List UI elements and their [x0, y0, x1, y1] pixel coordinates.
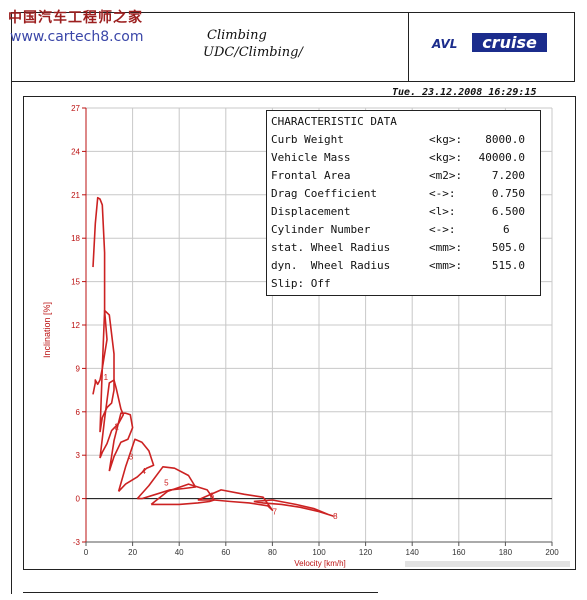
- header-path: UDC/Climbing/: [203, 45, 303, 60]
- series-line-gear-1: [99, 309, 115, 433]
- data-row-value: 8000.0: [485, 133, 525, 146]
- series-line-gear-2: [99, 379, 125, 459]
- data-row-dyn-wheel-radius: dyn. Wheel Radius <mm>: 515.0: [271, 259, 525, 273]
- data-row-label: stat. Wheel Radius: [271, 241, 391, 254]
- data-row-value: 40000.0: [478, 151, 525, 164]
- x-tick-label: 0: [84, 548, 89, 557]
- series-line-gear-8: [253, 499, 334, 517]
- gear-label-6: 6: [210, 492, 215, 501]
- chart-frame: [23, 96, 576, 570]
- data-row-unit: <mm>:: [429, 241, 463, 254]
- gear-label-4: 4: [142, 467, 147, 476]
- data-row-unit: <m2>:: [429, 169, 463, 182]
- header-title: Climbing: [207, 28, 267, 43]
- y-tick-label: 24: [71, 147, 80, 156]
- y-tick-label: 12: [71, 321, 80, 330]
- x-tick-label: 80: [268, 548, 277, 557]
- y-tick-label: 0: [76, 495, 81, 504]
- data-row-label: dyn. Wheel Radius: [271, 259, 391, 272]
- x-tick-label: 20: [128, 548, 137, 557]
- x-tick-label: 120: [359, 548, 373, 557]
- series-line-gear-1: [92, 196, 108, 395]
- x-tick-label: 60: [221, 548, 230, 557]
- series-line-gear-4: [117, 438, 155, 492]
- y-tick-label: 21: [71, 191, 80, 200]
- y-tick-label: 9: [76, 364, 81, 373]
- data-row-cylinder-number: Cylinder Number <->: 6: [271, 223, 510, 237]
- data-row-value: 7.200: [491, 169, 525, 182]
- data-row-label: Cylinder Number: [271, 223, 371, 236]
- data-row-stat-wheel-radius: stat. Wheel Radius <mm>: 505.0: [271, 241, 525, 255]
- y-tick-label: 3: [76, 451, 81, 460]
- data-row-unit: <l>:: [429, 205, 456, 218]
- data-row-label: Displacement: [271, 205, 351, 218]
- series-line-gear-7: [197, 489, 274, 512]
- x-tick-label: 180: [499, 548, 513, 557]
- data-row-slip: Slip: Off: [271, 277, 331, 291]
- gear-label-8: 8: [333, 512, 338, 521]
- x-tick-label: 40: [175, 548, 184, 557]
- header-box: [11, 12, 575, 82]
- legend-strip: [405, 561, 570, 567]
- data-row-vehicle-mass: Vehicle Mass <kg>: 40000.0: [271, 151, 525, 165]
- header-separator: [408, 12, 409, 82]
- x-tick-label: 200: [545, 548, 559, 557]
- logo-avl-text: AVL: [432, 37, 458, 51]
- data-row-displacement: Displacement <l>: 6.500: [271, 205, 525, 219]
- gear-label-2: 2: [115, 422, 120, 431]
- watermark-chinese: 中国汽车工程师之家: [8, 10, 143, 26]
- characteristic-data-panel: CHARACTERISTIC DATA Curb Weight <kg>: 80…: [266, 110, 541, 296]
- gear-label-layer: 1 2 34 5 6 7 8: [104, 373, 339, 521]
- page-left-border: [11, 82, 12, 594]
- data-row-frontal-area: Frontal Area <m2>: 7.200: [271, 169, 525, 183]
- gear-label-1: 1: [104, 373, 109, 382]
- x-tick-label: 100: [312, 548, 326, 557]
- x-tick-label: 140: [406, 548, 420, 557]
- x-axis-label: Velocity [km/h]: [294, 559, 346, 568]
- data-row-unit: <->:: [429, 223, 456, 236]
- characteristic-data-title: CHARACTERISTIC DATA: [271, 115, 397, 128]
- data-row-curb-weight: Curb Weight <kg>: 8000.0: [271, 133, 525, 147]
- data-row-value: 0.750: [491, 187, 525, 200]
- data-row-label: Slip: Off: [271, 277, 331, 290]
- gear-label-5: 5: [164, 479, 169, 488]
- y-tick-label: 27: [71, 104, 80, 113]
- data-row-unit: <mm>:: [429, 259, 463, 272]
- y-axis-label: Inclination [%]: [42, 302, 52, 358]
- data-row-value: 505.0: [491, 241, 525, 254]
- y-tick-label: 15: [71, 278, 80, 287]
- page-bottom-line: [23, 592, 378, 593]
- y-tick-label: 6: [76, 408, 81, 417]
- gear-label-3: 3: [129, 453, 134, 462]
- avl-cruise-logo: AVL cruise: [432, 33, 548, 53]
- data-row-label: Curb Weight: [271, 133, 344, 146]
- series-layer: [92, 196, 334, 517]
- data-row-value: 6: [503, 223, 510, 236]
- data-row-label: Vehicle Mass: [271, 151, 351, 164]
- data-row-value: 6.500: [491, 205, 525, 218]
- data-row-label: Frontal Area: [271, 169, 351, 182]
- gear-label-7: 7: [273, 508, 278, 517]
- series-line-gear-3: [108, 412, 134, 472]
- data-row-value: 515.0: [491, 259, 525, 272]
- logo-cruise-text: cruise: [472, 33, 547, 52]
- timestamp: Tue. 23.12.2008 16:29:15: [392, 87, 537, 98]
- watermark-url: www.cartech8.com: [10, 29, 144, 45]
- data-row-label: Drag Coefficient: [271, 187, 377, 200]
- data-row-unit: <kg>:: [429, 151, 463, 164]
- x-tick-label: 160: [452, 548, 466, 557]
- data-row-drag-coefficient: Drag Coefficient <->: 0.750: [271, 187, 525, 201]
- y-tick-label: 18: [71, 234, 80, 243]
- y-tick-label: -3: [73, 538, 81, 547]
- data-row-unit: <->:: [429, 187, 456, 200]
- series-line-gear-6: [150, 483, 215, 506]
- data-row-unit: <kg>:: [429, 133, 463, 146]
